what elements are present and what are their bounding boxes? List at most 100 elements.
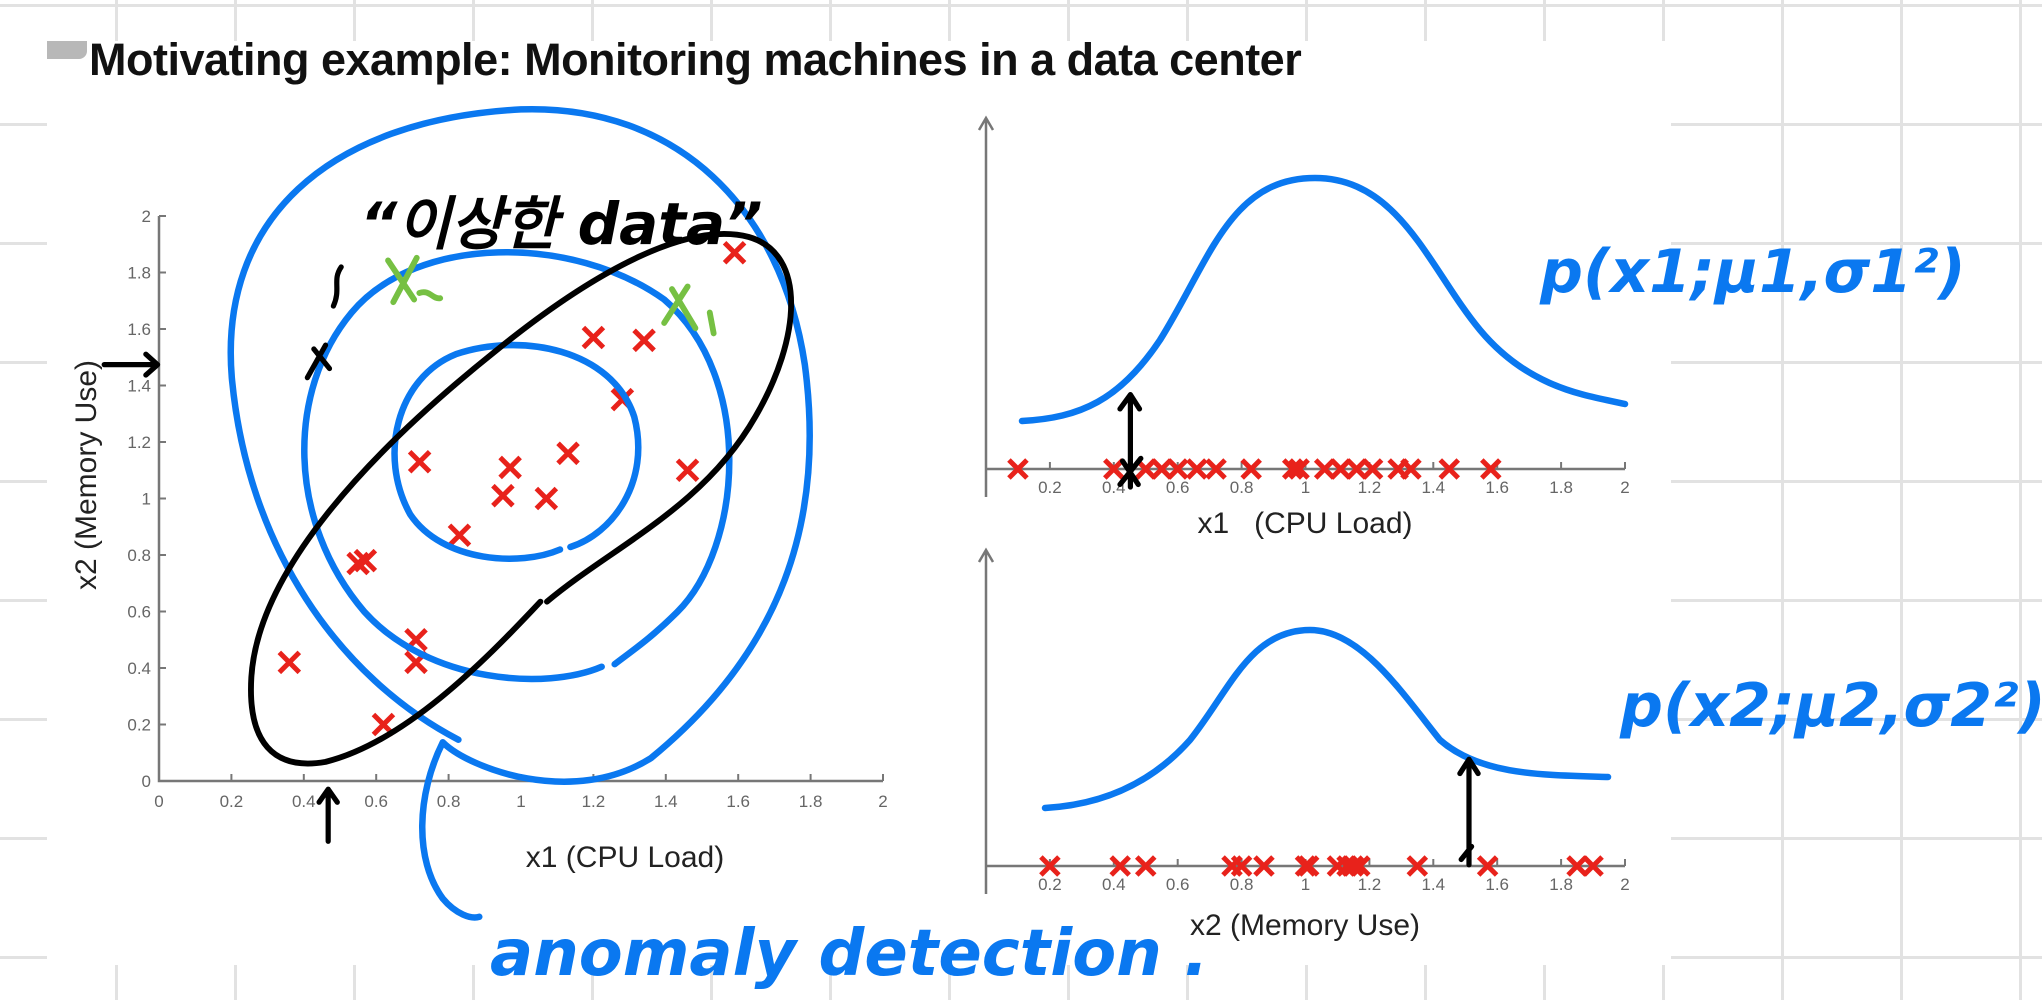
data-point: [447, 523, 472, 547]
x-tick-label: 1.8: [1549, 478, 1573, 497]
slide-title: Motivating example: Monitoring machines …: [89, 34, 1302, 85]
x-tick-label: 1.4: [1421, 478, 1445, 497]
x-tick-label: 1.8: [799, 792, 823, 811]
x-tick-label: 1.6: [1485, 478, 1509, 497]
y-tick-label: 1.4: [127, 377, 151, 396]
data-point: [1329, 458, 1352, 480]
data-point: [1281, 458, 1304, 480]
data-point: [1342, 855, 1365, 877]
x-tick-label: 0.4: [292, 792, 316, 811]
data-point: [1349, 855, 1371, 877]
x-tick-label: 1.2: [1358, 478, 1382, 497]
data-point: [556, 441, 580, 466]
data-point: [1476, 855, 1499, 877]
x-tick-label: 0.2: [1038, 875, 1062, 894]
data-point: [1288, 458, 1310, 480]
black-ellipse-contour: [248, 231, 795, 767]
data-point: [1103, 458, 1125, 480]
green-anomaly-x1-icon: [661, 283, 717, 337]
y-tick-label: 1.6: [127, 320, 151, 339]
y-tick-label: 1.2: [127, 433, 151, 452]
x-tick-label: 1.2: [1358, 875, 1382, 894]
data-point: [1566, 855, 1588, 877]
x-tick-label: 1: [1301, 875, 1310, 894]
green-anomaly-x2-icon: [385, 254, 444, 306]
data-point: [1345, 458, 1368, 480]
scatter-axes: [157, 216, 883, 783]
data-point: [1205, 458, 1227, 480]
data-point: [353, 548, 378, 573]
data-point: [1582, 855, 1604, 877]
y-tick-label: 0.8: [127, 546, 151, 565]
data-point: [1361, 458, 1384, 480]
arrow-up-icon: [316, 786, 340, 844]
y-tick-label: 0.2: [127, 716, 151, 735]
x-tick-label: 0.8: [1230, 875, 1254, 894]
x-tick-label: 2: [1620, 875, 1629, 894]
data-point: [632, 328, 656, 353]
x-tick-label: 0: [154, 792, 163, 811]
scatter-cpu-vs-memory: 0 0.2 0.4 0.6 0.8 1 1.2 1.4 1.6 1.8 2 0 0.2 0.4 0.6 0.8…: [127, 207, 887, 811]
x-tick-label: 0.6: [1166, 478, 1190, 497]
data-point: [581, 325, 606, 350]
gaussian-curve: [1018, 174, 1629, 425]
x-tick-label: 1.6: [1485, 875, 1509, 894]
y-tick-label: 0.6: [127, 603, 151, 622]
scatter-xlabel: x1 (CPU Load): [526, 841, 724, 874]
data-point: [498, 455, 522, 480]
slide: [47, 41, 1671, 965]
data-point: [1186, 458, 1208, 480]
black-cross-mark-icon: [304, 264, 344, 381]
data-point: [1109, 855, 1131, 877]
x-tick-label: 1.8: [1549, 875, 1573, 894]
pdf-x2-note: p(x2;μ2,σ2²): [1619, 671, 2042, 741]
y-tick-label: 0.4: [127, 659, 151, 678]
middle-blue-contour: [301, 249, 733, 683]
inner-blue-contour: [391, 341, 642, 562]
density-axes: [977, 115, 1625, 497]
data-point: [1134, 855, 1157, 877]
x-tick-label: 1.4: [654, 792, 678, 811]
x-tick-label: 1: [516, 792, 525, 811]
x-tick-label: 1.4: [1421, 875, 1445, 894]
data-point: [491, 483, 515, 508]
density-plot-memory-use: 0.2 0.4 0.6 0.8 1 1.2 1.4 1.6 1.8 2: [977, 547, 1630, 894]
data-point: [675, 458, 700, 483]
data-point: [1007, 458, 1029, 480]
x-tick-label: 0.8: [1230, 478, 1254, 497]
x-tick-label: 0.4: [1102, 875, 1126, 894]
arrow-up-density2-icon: [1457, 756, 1481, 868]
x-tick-label: 1.6: [726, 792, 750, 811]
data-point: [1400, 458, 1422, 480]
ink-annotations: [101, 106, 1481, 921]
data-point: [1039, 855, 1061, 877]
data-point: [1166, 458, 1189, 480]
data-point: [1297, 855, 1320, 877]
strange-data-note: “이상한 data”: [360, 190, 763, 258]
arrow-left-icon: [101, 351, 161, 378]
x-tick-label: 2: [1620, 478, 1629, 497]
data-point: [1406, 855, 1429, 877]
y-tick-label: 1.8: [127, 264, 151, 283]
density-plot-cpu-load: 0.2 0.4 0.6 0.8 1 1.2 1.4 1.6 1.8 2: [977, 115, 1630, 497]
scatter-ylabel: x2 (Memory Use): [70, 360, 103, 590]
density-axes: [977, 547, 1625, 894]
arrow-up-density1-icon: [1117, 391, 1144, 490]
data-point: [1480, 458, 1502, 480]
data-point: [407, 450, 432, 474]
x-tick-label: 0.6: [1166, 875, 1190, 894]
data-point: [1150, 458, 1173, 480]
y-tick-label: 0: [142, 772, 151, 791]
outer-blue-contour: [227, 106, 813, 921]
anomaly-detection-note: anomaly detection .: [490, 917, 1208, 991]
x-tick-label: 1.2: [582, 792, 606, 811]
data-point: [534, 486, 559, 511]
data-point: [1240, 458, 1262, 480]
x-tick-label: 0.8: [437, 792, 461, 811]
data-point: [722, 240, 747, 265]
slide-corner-tab: [47, 41, 87, 59]
data-point: [1313, 458, 1336, 480]
data-point: [277, 650, 302, 675]
x-tick-label: 0.2: [1038, 478, 1062, 497]
